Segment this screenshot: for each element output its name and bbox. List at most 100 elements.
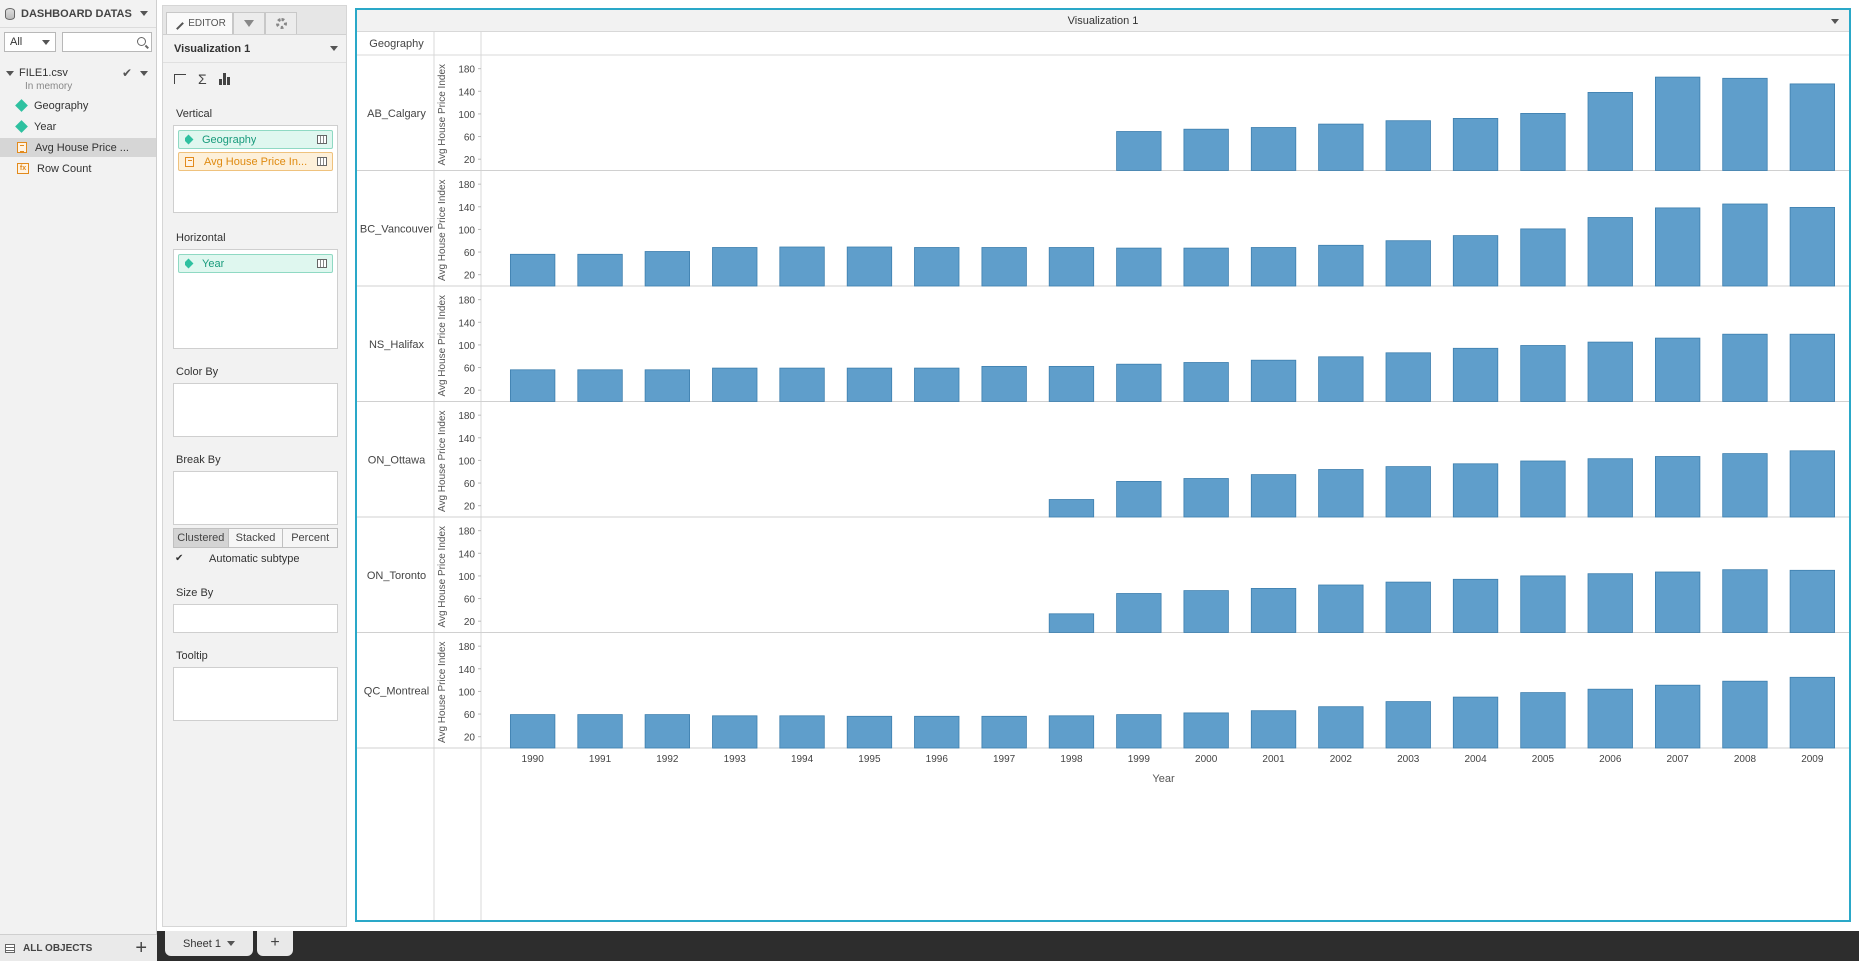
bar-BC_Vancouver-2006 [1587, 217, 1633, 287]
sheet-bar: Sheet 1 + [157, 931, 1859, 961]
bar-BC_Vancouver-2003 [1385, 240, 1431, 287]
x-axis-title: Year [1152, 773, 1175, 785]
subtype-percent-button[interactable]: Percent [283, 529, 338, 547]
bar-QC_Montreal-2008 [1722, 680, 1768, 749]
y-axis-title: Avg House Price Index [437, 179, 448, 281]
bar-QC_Montreal-2004 [1452, 696, 1499, 749]
y-tick-label: 20 [464, 271, 476, 282]
y-tick-label: 140 [458, 87, 475, 98]
y-tick-label: 60 [464, 133, 476, 144]
vertical-field-avg-house-price[interactable]: Avg House Price In... [178, 152, 333, 171]
tooltip-label: Tooltip [176, 650, 208, 662]
tooltip-drop-zone[interactable] [173, 667, 338, 721]
sheet-tab[interactable]: Sheet 1 [165, 931, 253, 956]
add-sheet-button[interactable]: + [257, 931, 293, 956]
field-options-icon[interactable] [317, 157, 327, 166]
visualization-container[interactable]: Visualization 1 Geography AB_Calgary Avg H… [355, 8, 1851, 922]
field-row-count[interactable]: fx Row Count [0, 159, 156, 178]
file-node[interactable]: FILE1.csv ✔ [0, 56, 156, 80]
y-tick-label: 140 [458, 318, 475, 329]
tab-editor[interactable]: EDITOR [166, 12, 233, 34]
bar-BC_Vancouver-2002 [1318, 244, 1364, 287]
checkbox-checked-icon[interactable]: ✔ [175, 553, 184, 564]
y-tick-label: 20 [464, 155, 476, 166]
bar-ON_Toronto-2007 [1655, 571, 1701, 633]
color-by-drop-zone[interactable] [173, 383, 338, 437]
chart-type-icon[interactable] [218, 73, 231, 85]
chevron-down-icon[interactable] [140, 11, 148, 16]
bar-NS_Halifax-2001 [1250, 359, 1297, 402]
row-label-ON_Toronto: ON_Toronto [367, 570, 426, 582]
field-search-input[interactable] [62, 32, 152, 52]
chevron-down-icon[interactable] [1831, 19, 1839, 24]
dataset-title: DASHBOARD DATAS... [21, 7, 132, 20]
add-object-button[interactable]: + [135, 937, 147, 959]
x-tick-label: 1994 [791, 754, 814, 765]
bar-AB_Calgary-2009 [1789, 83, 1835, 171]
field-options-icon[interactable] [317, 135, 327, 144]
chevron-down-icon[interactable] [226, 941, 235, 946]
y-tick-label: 100 [458, 110, 475, 121]
chevron-down-icon[interactable] [140, 70, 148, 76]
bar-AB_Calgary-2007 [1655, 76, 1701, 171]
color-by-label: Color By [176, 366, 219, 378]
x-tick-label: 2006 [1599, 754, 1622, 765]
tab-settings[interactable] [265, 12, 297, 34]
horizontal-drop-zone[interactable]: Year [173, 249, 338, 349]
all-objects-bar[interactable]: ALL OBJECTS + [0, 934, 157, 961]
vertical-field-geography[interactable]: Geography [178, 130, 333, 149]
subtype-stacked-button[interactable]: Stacked [228, 529, 284, 547]
bar-chart: Geography AB_Calgary Avg House Price Index… [357, 32, 1849, 920]
tab-editor-label: EDITOR [188, 18, 226, 29]
y-tick-label: 100 [458, 225, 475, 236]
x-tick-label: 2008 [1734, 754, 1757, 765]
field-options-icon[interactable] [317, 259, 327, 268]
y-tick-label: 60 [464, 248, 476, 259]
horizontal-field-year[interactable]: Year [178, 254, 333, 273]
visualization-title-bar[interactable]: Visualization 1 [357, 10, 1849, 32]
bar-QC_Montreal-2006 [1587, 688, 1633, 749]
bar-NS_Halifax-2003 [1385, 352, 1431, 402]
bar-ON_Toronto-2005 [1520, 575, 1566, 633]
bar-NS_Halifax-2007 [1655, 337, 1701, 402]
break-by-drop-zone[interactable] [173, 471, 338, 525]
field-avg-house-price[interactable]: Avg House Price ... [0, 138, 156, 157]
subtype-clustered-button[interactable]: Clustered [174, 529, 229, 547]
x-tick-label: 2005 [1532, 754, 1555, 765]
measure-icon [185, 156, 194, 167]
field-type-select[interactable]: All [4, 32, 56, 52]
y-tick-label: 100 [458, 456, 475, 467]
vertical-drop-zone[interactable]: Geography Avg House Price In... [173, 125, 338, 213]
field-geography[interactable]: Geography [0, 96, 156, 115]
bar-NS_Halifax-2002 [1318, 356, 1364, 402]
field-year[interactable]: Year [0, 117, 156, 136]
swap-axes-icon[interactable] [174, 74, 186, 84]
bar-NS_Halifax-1998 [1048, 365, 1095, 402]
bar-ON_Ottawa-2000 [1183, 478, 1229, 518]
dataset-header[interactable]: DASHBOARD DATAS... [0, 0, 156, 28]
automatic-subtype-checkbox[interactable]: ✔ Automatic subtype [163, 548, 346, 570]
search-icon[interactable] [137, 37, 146, 46]
subtype-segmented-control: Clustered Stacked Percent [173, 528, 338, 548]
bar-AB_Calgary-2004 [1452, 118, 1499, 171]
expand-icon[interactable] [6, 70, 14, 76]
sigma-icon[interactable]: Σ [198, 71, 207, 87]
bar-NS_Halifax-2008 [1722, 333, 1768, 402]
visualization-select[interactable]: Visualization 1 [163, 35, 346, 63]
x-tick-label: 1993 [724, 754, 747, 765]
field-label: Geography [34, 99, 89, 112]
bar-NS_Halifax-2009 [1789, 333, 1835, 402]
bar-ON_Toronto-1999 [1116, 593, 1162, 633]
tab-filter[interactable] [233, 12, 265, 34]
chevron-down-icon [330, 46, 338, 51]
size-by-drop-zone[interactable] [173, 604, 338, 633]
bar-AB_Calgary-2006 [1587, 92, 1633, 171]
row-label-BC_Vancouver: BC_Vancouver [360, 223, 434, 235]
bar-BC_Vancouver-2008 [1722, 203, 1768, 287]
field-type-value: All [10, 36, 23, 48]
bar-NS_Halifax-2004 [1452, 347, 1499, 402]
automatic-subtype-label: Automatic subtype [209, 553, 300, 565]
bar-ON_Ottawa-2006 [1587, 458, 1633, 518]
bar-ON_Toronto-2000 [1183, 590, 1229, 633]
bar-QC_Montreal-2001 [1250, 710, 1297, 749]
